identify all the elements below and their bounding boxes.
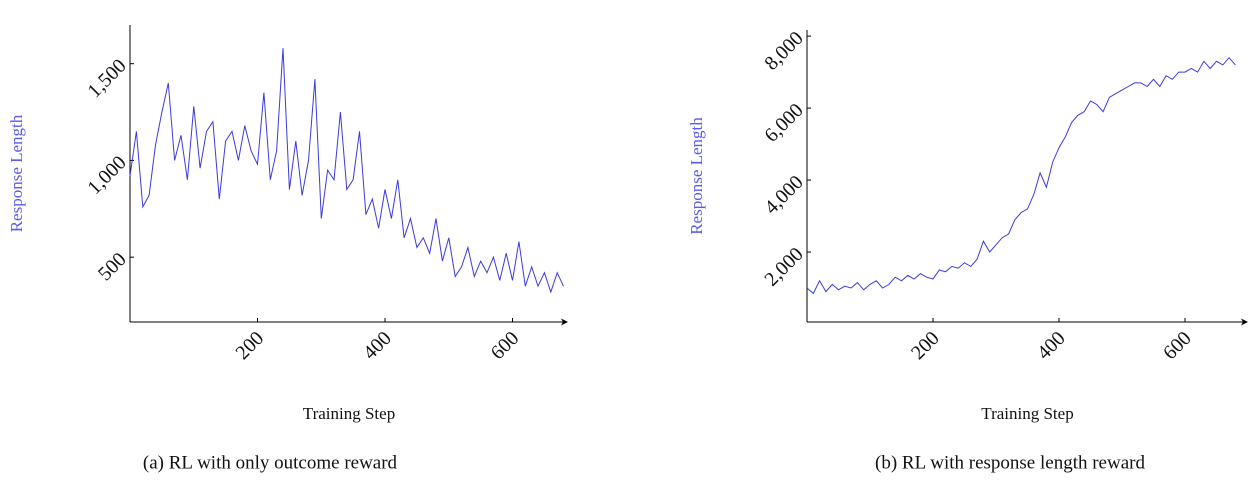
x-tick-label: 400 [359,327,396,364]
caption: (b) RL with response length reward [875,452,1145,473]
x-tick-label: 400 [1033,327,1070,364]
x-tick-label: 200 [907,327,944,364]
y-tick-label: 4,000 [760,171,807,218]
y-tick-label: 8,000 [760,27,807,74]
y-tick-label: 500 [94,248,131,285]
data-line [806,56,1236,295]
y-tick-label: 6,000 [760,99,807,146]
x-axis-title: Training Step [303,404,395,423]
caption: (a) RL with only outcome reward [143,452,398,473]
y-axis-title: Response Length [687,117,706,235]
y-axis-title: Response Length [7,114,26,232]
x-axis-arrow [1241,318,1248,326]
data-line [129,48,564,294]
x-tick-label: 600 [487,327,524,364]
y-tick-label: 1,000 [83,152,130,199]
x-axis-title: Training Step [981,404,1073,423]
x-axis-arrow [561,318,568,326]
x-tick-label: 200 [232,327,269,364]
x-tick-label: 600 [1159,327,1196,364]
y-tick-label: 1,500 [83,55,130,102]
y-tick-label: 2,000 [760,243,807,290]
